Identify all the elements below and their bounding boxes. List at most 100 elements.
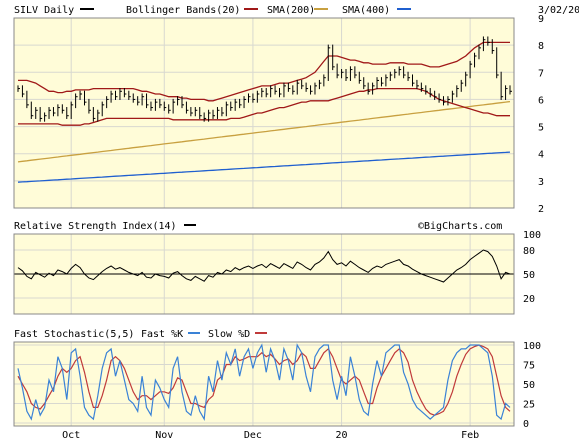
price-bar (394, 69, 397, 79)
watermark: ©BigCharts.com (418, 221, 502, 232)
price-bar (92, 107, 96, 122)
price-bar (496, 47, 499, 79)
price-bar (460, 79, 464, 92)
price-bar (283, 82, 286, 98)
legend-bollinger-label: Bollinger Bands(20) (126, 5, 240, 16)
stochastic-tick-label: 25 (523, 400, 535, 411)
price-bar (465, 71, 468, 87)
price-bar (97, 109, 100, 122)
price-panel: 9 8 7 6 5 4 3 2 (13, 14, 544, 215)
price-bar (332, 44, 335, 71)
price-bar (376, 77, 380, 90)
price-bar (274, 85, 278, 95)
price-bar (247, 93, 251, 103)
price-bar (132, 93, 136, 103)
chart-header: SILV Daily Bollinger Bands(20) SMA(200) … (14, 5, 579, 16)
x-tick-label: Oct (62, 430, 80, 441)
price-bar (168, 104, 171, 114)
price-bar (48, 107, 52, 119)
stochastic-gridlines (14, 342, 514, 426)
price-bar (212, 109, 216, 119)
slow-d-line (17, 344, 511, 416)
price-bars (17, 36, 512, 122)
price-bar (230, 101, 233, 111)
price-bar (389, 71, 393, 81)
price-bar (21, 85, 25, 98)
price-bar (150, 101, 153, 111)
price-bar (225, 101, 229, 117)
price-bar (190, 107, 193, 117)
price-bar (474, 52, 477, 68)
x-tick-label: Feb (461, 430, 479, 441)
price-bar (416, 79, 419, 90)
price-bar (106, 96, 109, 109)
price-y-axis: 9 8 7 6 5 4 3 2 (538, 14, 544, 215)
price-tick-label: 9 (538, 14, 544, 25)
stochastic-y-axis: 100 75 50 25 0 (523, 341, 541, 430)
price-tick-label: 6 (538, 95, 544, 106)
rsi-tick-label: 80 (523, 246, 535, 257)
price-bar (83, 90, 87, 106)
price-bar (411, 74, 415, 87)
price-bar (420, 82, 424, 92)
stochastic-panel-frame (13, 341, 515, 427)
price-bar (363, 77, 366, 90)
price-tick-label: 2 (538, 204, 544, 215)
price-bar (407, 71, 411, 81)
price-bar (234, 98, 238, 111)
price-bar (310, 85, 313, 95)
price-bar (403, 66, 406, 79)
price-bar (270, 85, 273, 98)
price-panel-frame (13, 17, 515, 209)
price-bar (57, 104, 60, 117)
price-bar (301, 79, 304, 90)
price-bar (500, 71, 504, 100)
price-bar (88, 98, 91, 114)
rsi-y-axis: 100 80 50 20 (523, 230, 541, 305)
rsi-panel: Relative Strength Index(14) ©BigCharts.c… (13, 221, 541, 315)
fast-k-line (17, 343, 511, 422)
price-bar (123, 88, 127, 98)
x-tick-label: Nov (155, 430, 173, 441)
price-bar (469, 60, 473, 79)
price-bar (119, 88, 122, 100)
price-bar (318, 79, 322, 90)
stochastic-tick-label: 50 (523, 380, 535, 391)
price-bar (509, 85, 512, 95)
price-bar (39, 107, 43, 122)
price-bar (398, 66, 402, 76)
stochastic-tick-label: 75 (523, 361, 535, 372)
x-axis-labels: Oct Nov Dec 20 Feb (62, 430, 479, 441)
price-bar (252, 93, 255, 103)
price-bar (221, 107, 224, 117)
price-bar (385, 74, 388, 87)
price-bar (429, 88, 433, 98)
price-bar (199, 107, 202, 119)
price-bar (287, 82, 291, 92)
price-bar (44, 112, 47, 122)
price-bar (425, 85, 428, 95)
slow-d-label: Slow %D (208, 329, 250, 340)
price-bar (208, 109, 211, 122)
price-bar (380, 77, 384, 87)
rsi-title: Relative Strength Index(14) (14, 221, 177, 232)
price-bar (336, 63, 340, 79)
price-bar (314, 82, 317, 95)
price-bar (327, 44, 331, 81)
price-bar (487, 36, 490, 46)
price-bar (478, 44, 481, 60)
price-bar (323, 74, 326, 87)
price-bar (17, 85, 20, 92)
price-bar (159, 98, 162, 109)
price-bar (358, 71, 362, 84)
stochastic-tick-label: 0 (523, 419, 529, 430)
rsi-tick-label: 50 (523, 270, 535, 281)
price-bar (26, 90, 29, 109)
price-bar (181, 96, 184, 109)
price-bar (115, 90, 118, 100)
price-bar (456, 85, 459, 98)
price-bar (438, 93, 442, 103)
rsi-tick-label: 20 (523, 294, 535, 305)
rsi-line (17, 249, 511, 283)
